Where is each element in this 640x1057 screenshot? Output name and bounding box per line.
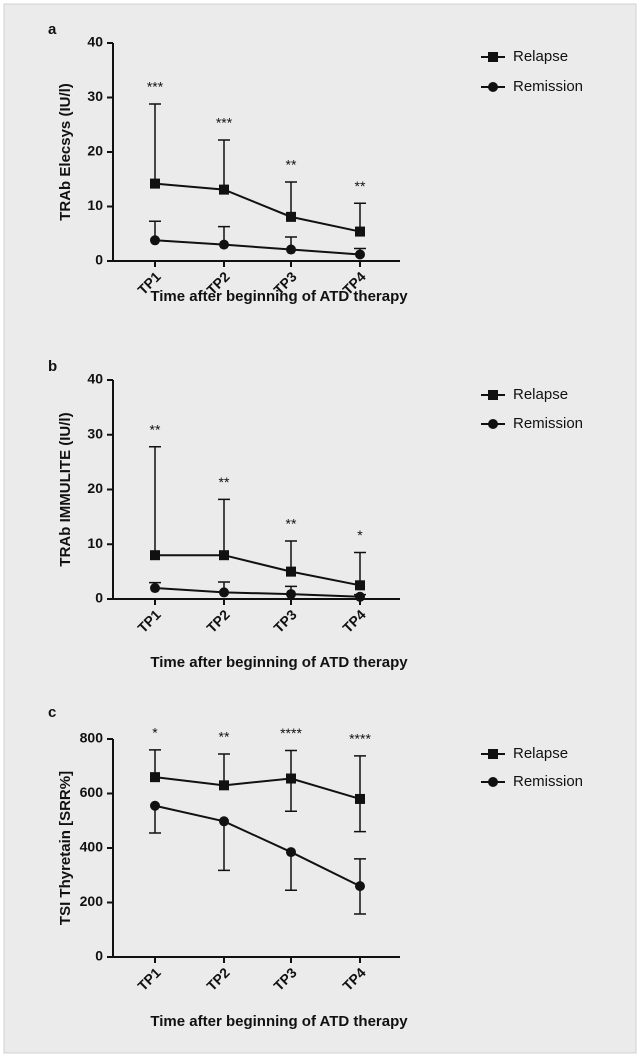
x-axis-label: Time after beginning of ATD therapy: [150, 654, 408, 671]
error-bar: [218, 821, 230, 872]
legend-label: Remission: [513, 78, 583, 95]
significance-label: **: [286, 157, 297, 173]
data-point: [286, 244, 296, 255]
significance-label: ****: [280, 725, 302, 741]
data-point: [219, 239, 229, 250]
y-tick-label: 20: [87, 480, 103, 496]
significance-label: **: [150, 421, 161, 437]
legend-label: Relapse: [513, 386, 568, 403]
legend-label: Relapse: [513, 48, 568, 65]
significance-label: **: [219, 474, 230, 490]
y-tick-label: 600: [80, 784, 104, 800]
data-point: [355, 249, 365, 260]
y-axis-label: TRAb Elecsys (IU/l): [57, 83, 74, 221]
data-point: [355, 580, 365, 591]
data-point: [355, 793, 365, 804]
significance-label: **: [219, 729, 230, 745]
series-line: [154, 182, 361, 233]
error-bar: [354, 755, 366, 799]
data-point: [355, 226, 365, 237]
error-bar: [218, 753, 230, 786]
data-point: [219, 816, 229, 827]
y-tick-label: 30: [87, 88, 103, 104]
y-tick-label: 10: [87, 197, 103, 213]
y-tick-label: 0: [95, 252, 103, 268]
y-axis-label: TSI Thyretain [SRR%]: [57, 771, 74, 925]
series-line: [154, 804, 361, 888]
y-tick-label: 0: [95, 948, 103, 964]
significance-label: ***: [216, 115, 233, 131]
legend-marker: [488, 82, 498, 92]
data-point: [286, 847, 296, 858]
legend-marker: [488, 390, 498, 400]
legend-marker: [488, 419, 498, 429]
panel-label: c: [48, 704, 56, 721]
error-bar: [218, 498, 230, 556]
significance-label: ****: [349, 731, 371, 747]
error-bar: [285, 778, 297, 812]
x-axis-label: Time after beginning of ATD therapy: [150, 1013, 408, 1030]
y-tick-label: 20: [87, 143, 103, 159]
data-point: [150, 178, 160, 189]
data-point: [219, 550, 229, 561]
series-line: [154, 587, 361, 598]
figure-background: [3, 3, 637, 1054]
y-tick-label: 40: [87, 371, 103, 387]
data-point: [150, 800, 160, 811]
error-bar: [354, 551, 366, 586]
series-line: [155, 554, 361, 587]
y-tick-label: 0: [95, 590, 103, 606]
legend-marker: [488, 749, 498, 759]
error-bar: [354, 798, 366, 833]
x-axis-label: Time after beginning of ATD therapy: [150, 288, 408, 305]
series-line: [154, 239, 361, 256]
data-point: [219, 780, 229, 791]
legend-marker: [488, 52, 498, 62]
y-tick-label: 800: [80, 730, 104, 746]
data-point: [219, 587, 229, 598]
data-point: [286, 566, 296, 577]
data-point: [286, 211, 296, 222]
significance-label: **: [286, 516, 297, 532]
data-point: [286, 773, 296, 784]
error-bar: [218, 139, 230, 190]
error-bar: [149, 103, 161, 184]
y-tick-label: 40: [87, 34, 103, 50]
significance-label: *: [152, 725, 158, 741]
data-point: [219, 184, 229, 195]
error-bar: [285, 852, 297, 891]
panel-label: a: [48, 21, 57, 38]
legend-marker: [488, 777, 498, 787]
y-tick-label: 400: [80, 839, 104, 855]
series-line: [154, 776, 361, 800]
y-tick-label: 10: [87, 535, 103, 551]
error-bar: [149, 446, 161, 556]
significance-label: **: [355, 178, 366, 194]
legend-label: Remission: [513, 773, 583, 790]
y-tick-label: 200: [80, 893, 104, 909]
data-point: [355, 881, 365, 892]
data-point: [286, 589, 296, 600]
panel-label: b: [48, 358, 57, 375]
legend-label: Relapse: [513, 745, 568, 762]
significance-label: *: [357, 527, 363, 543]
error-bar: [285, 181, 297, 217]
error-bar: [285, 540, 297, 572]
data-point: [355, 591, 365, 602]
data-point: [150, 583, 160, 594]
data-point: [150, 772, 160, 783]
data-point: [150, 550, 160, 561]
significance-label: ***: [147, 79, 164, 95]
y-axis-label: TRAb IMMULITE (IU/l): [57, 412, 74, 566]
data-point: [150, 235, 160, 246]
y-tick-label: 30: [87, 425, 103, 441]
legend-label: Remission: [513, 415, 583, 432]
